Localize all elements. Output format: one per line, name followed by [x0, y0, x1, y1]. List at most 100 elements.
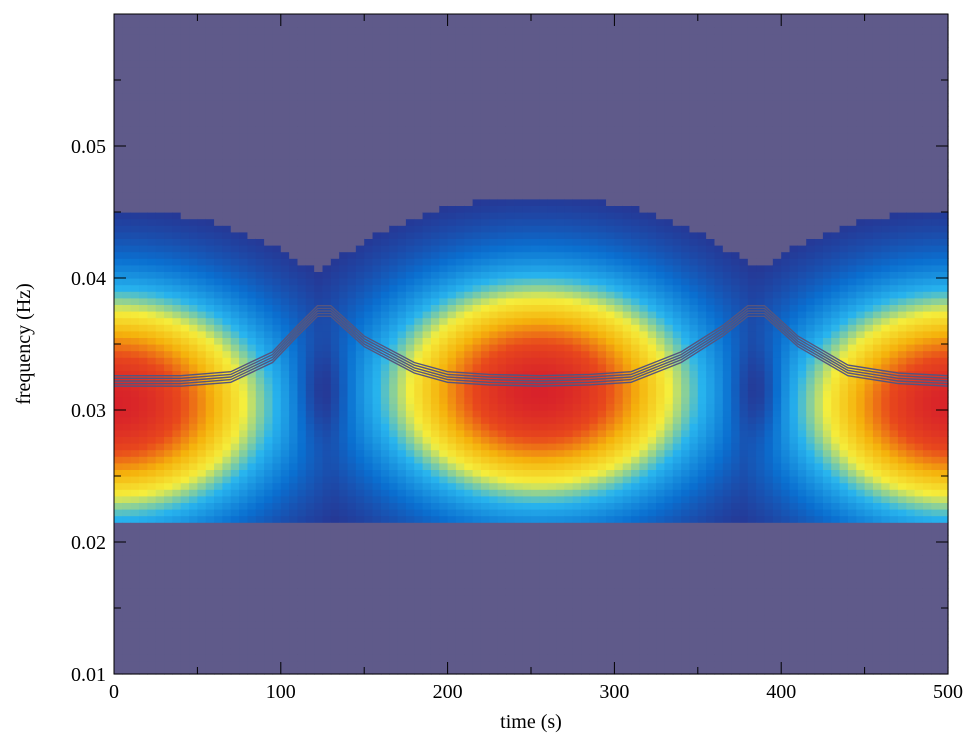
- heatmap-cell: [130, 238, 140, 246]
- heatmap-cell: [322, 542, 332, 550]
- heatmap-cell: [130, 575, 140, 583]
- heatmap-cell: [314, 146, 324, 154]
- heatmap-cell: [230, 132, 240, 140]
- heatmap-cell: [155, 476, 165, 484]
- heatmap-cell: [197, 416, 207, 424]
- heatmap-cell: [305, 614, 315, 622]
- heatmap-cell: [114, 436, 123, 444]
- heatmap-cell: [230, 396, 240, 404]
- heatmap-cell: [505, 192, 515, 200]
- heatmap-cell: [297, 80, 307, 88]
- heatmap-cell: [180, 297, 190, 305]
- heatmap-cell: [414, 80, 424, 88]
- heatmap-cell: [280, 264, 290, 272]
- heatmap-cell: [239, 205, 249, 213]
- heatmap-cell: [314, 357, 324, 365]
- heatmap-cell: [455, 396, 465, 404]
- heatmap-cell: [380, 165, 390, 173]
- heatmap-cell: [439, 337, 449, 345]
- heatmap-cell: [180, 93, 190, 101]
- heatmap-cell: [430, 476, 440, 484]
- heatmap-cell: [364, 416, 374, 424]
- heatmap-cell: [514, 542, 524, 550]
- heatmap-cell: [164, 212, 173, 220]
- heatmap-cell: [414, 66, 424, 74]
- heatmap-cell: [464, 53, 474, 61]
- heatmap-cell: [164, 370, 173, 378]
- heatmap-cell: [389, 304, 399, 312]
- heatmap-cell: [430, 555, 440, 563]
- heatmap-cell: [330, 139, 340, 147]
- heatmap-cell: [180, 476, 190, 484]
- heatmap-cell: [505, 258, 515, 266]
- heatmap-cell: [272, 330, 282, 338]
- heatmap-cell: [389, 522, 399, 530]
- heatmap-cell: [139, 548, 148, 556]
- heatmap-cell: [455, 509, 465, 517]
- heatmap-cell: [439, 192, 449, 200]
- heatmap-cell: [414, 614, 424, 622]
- heatmap-cell: [414, 27, 424, 35]
- heatmap-cell: [364, 264, 374, 272]
- heatmap-cell: [264, 185, 274, 193]
- heatmap-cell: [489, 218, 499, 226]
- heatmap-cell: [405, 548, 415, 556]
- heatmap-cell: [480, 575, 490, 583]
- heatmap-cell: [322, 528, 332, 536]
- heatmap-cell: [289, 423, 299, 431]
- heatmap-cell: [339, 627, 349, 635]
- heatmap-cell: [172, 383, 182, 391]
- heatmap-cell: [464, 106, 474, 114]
- heatmap-cell: [372, 634, 382, 642]
- heatmap-cell: [414, 641, 424, 649]
- heatmap-cell: [339, 390, 349, 398]
- heatmap-cell: [130, 436, 140, 444]
- heatmap-cell: [380, 469, 390, 477]
- heatmap-cell: [514, 363, 524, 371]
- heatmap-cell: [464, 469, 474, 477]
- heatmap-cell: [230, 423, 240, 431]
- heatmap-cell: [322, 495, 332, 503]
- heatmap-cell: [447, 495, 457, 503]
- heatmap-cell: [455, 515, 465, 523]
- heatmap-cell: [505, 509, 515, 517]
- heatmap-cell: [489, 588, 499, 596]
- heatmap-cell: [347, 159, 357, 167]
- heatmap-cell: [347, 357, 357, 365]
- heatmap-cell: [397, 80, 407, 88]
- heatmap-cell: [197, 535, 207, 543]
- heatmap-cell: [305, 225, 315, 233]
- heatmap-cell: [347, 165, 357, 173]
- heatmap-cell: [472, 317, 482, 325]
- heatmap-cell: [330, 33, 340, 41]
- heatmap-cell: [247, 535, 257, 543]
- heatmap-cell: [205, 258, 215, 266]
- heatmap-cell: [505, 53, 515, 61]
- heatmap-cell: [489, 528, 499, 536]
- heatmap-cell: [280, 344, 290, 352]
- heatmap-cell: [372, 469, 382, 477]
- heatmap-cell: [180, 416, 190, 424]
- heatmap-cell: [514, 350, 524, 358]
- heatmap-cell: [430, 641, 440, 649]
- heatmap-cell: [505, 641, 515, 649]
- heatmap-cell: [330, 271, 340, 279]
- heatmap-cell: [314, 139, 324, 147]
- heatmap-cell: [230, 555, 240, 563]
- heatmap-cell: [364, 146, 374, 154]
- heatmap-cell: [205, 225, 215, 233]
- heatmap-cell: [480, 251, 490, 259]
- heatmap-cell: [389, 449, 399, 457]
- heatmap-cell: [330, 581, 340, 589]
- heatmap-cell: [255, 377, 265, 385]
- heatmap-cell: [380, 654, 390, 662]
- heatmap-cell: [514, 594, 524, 602]
- heatmap-cell: [439, 238, 449, 246]
- heatmap-cell: [205, 264, 215, 272]
- heatmap-cell: [380, 601, 390, 609]
- heatmap-cell: [239, 291, 249, 299]
- heatmap-cell: [339, 330, 349, 338]
- heatmap-cell: [480, 634, 490, 642]
- heatmap-cell: [297, 594, 307, 602]
- heatmap-cell: [472, 469, 482, 477]
